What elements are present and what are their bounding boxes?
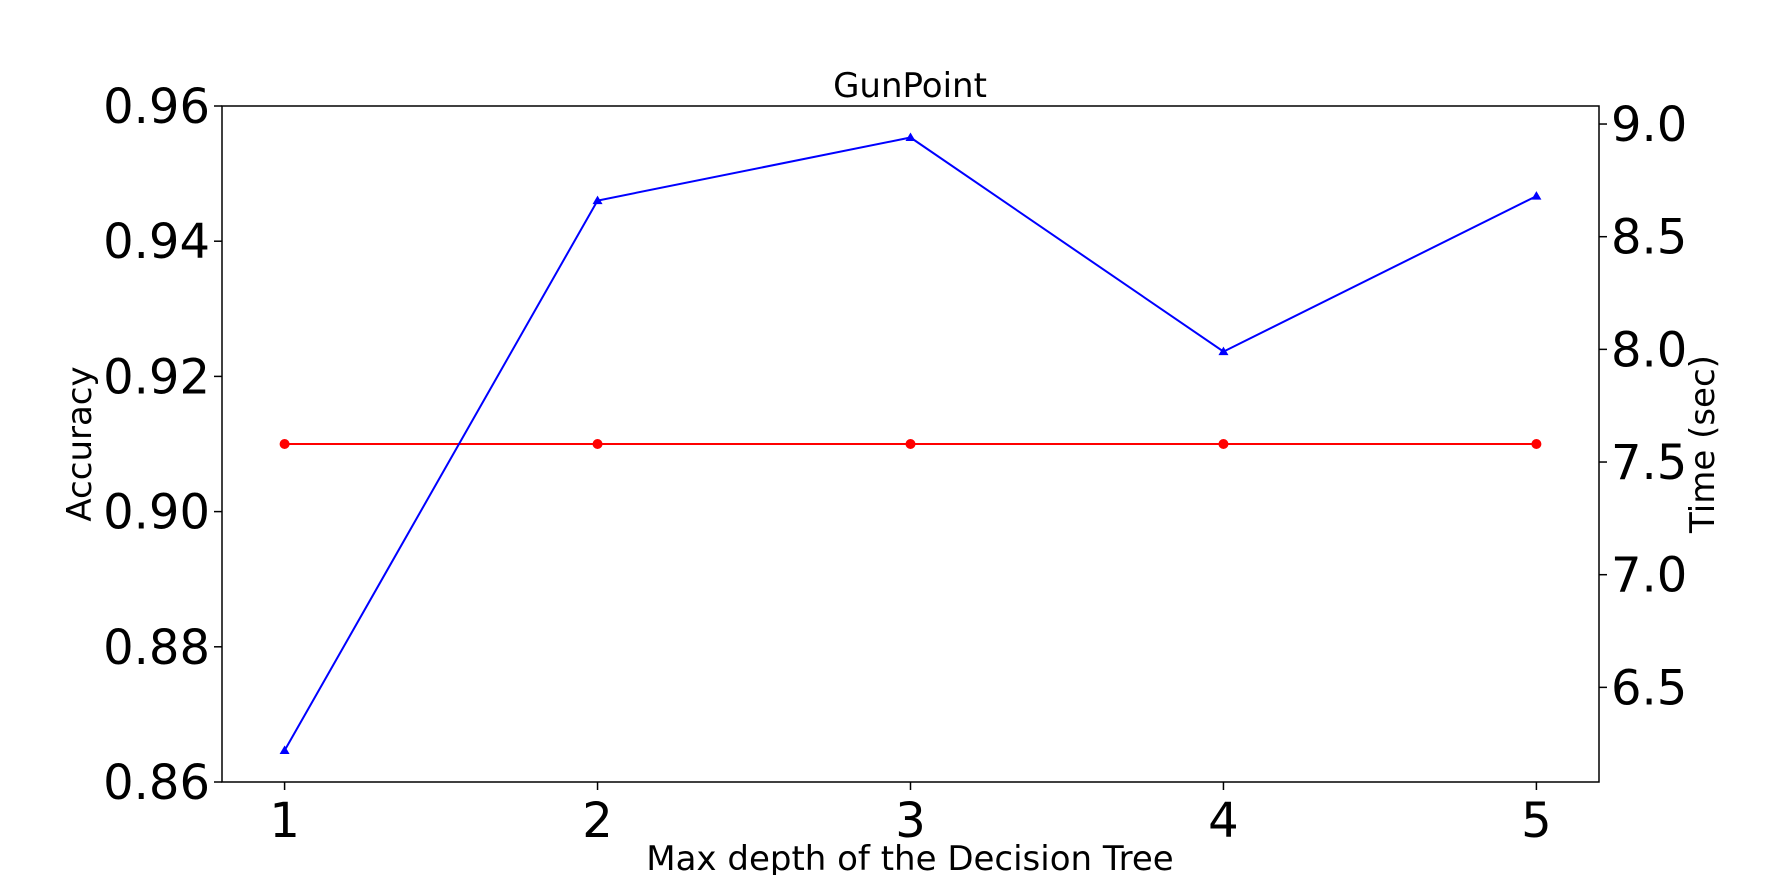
x-tick-label: 4: [1208, 793, 1239, 849]
y-left-tick-label: 0.90: [103, 485, 210, 541]
y-right-tick-label: 8.0: [1611, 322, 1687, 378]
y-right-tick-label: 7.0: [1611, 548, 1687, 604]
x-tick-label: 3: [895, 793, 926, 849]
series-point-left: [279, 439, 290, 449]
x-tick-label: 5: [1521, 793, 1552, 849]
series-point-right: [592, 195, 603, 205]
y-right-tick-label: 9.0: [1611, 97, 1687, 153]
x-axis-title: Max depth of the Decision Tree: [646, 839, 1173, 875]
x-tick-label: 1: [269, 793, 300, 849]
y-left-tick-label: 0.86: [103, 755, 210, 811]
ticks-layer: 1 2 3 4 5 0.86 0.88 0.90 0.92 0.94 0.96 6.5 7.0 7.5 8.…: [103, 79, 1687, 849]
y-right-tick-label: 8.5: [1611, 210, 1687, 266]
y-left-tick-label: 0.94: [103, 214, 210, 270]
series-point-right: [1218, 346, 1229, 356]
x-tick-label: 2: [582, 793, 613, 849]
y-left-tick-label: 0.92: [103, 349, 210, 405]
y-axis-title-right: Time (sec): [1683, 355, 1723, 534]
series-point-left: [592, 439, 603, 449]
series-point-left: [905, 439, 916, 449]
chart-title: GunPoint: [833, 66, 987, 106]
series-point-right: [905, 132, 916, 142]
y-right-tick-label: 6.5: [1611, 660, 1687, 716]
series-layer: [279, 132, 1542, 754]
series-point-right: [279, 745, 290, 754]
y-right-tick-label: 7.5: [1611, 435, 1687, 491]
series-point-left: [1531, 439, 1542, 449]
series-point-left: [1218, 439, 1229, 449]
y-left-tick-label: 0.96: [103, 79, 210, 135]
series-point-right: [1531, 191, 1542, 200]
y-left-tick-label: 0.88: [103, 620, 210, 676]
y-axis-title-left: Accuracy: [60, 366, 100, 521]
